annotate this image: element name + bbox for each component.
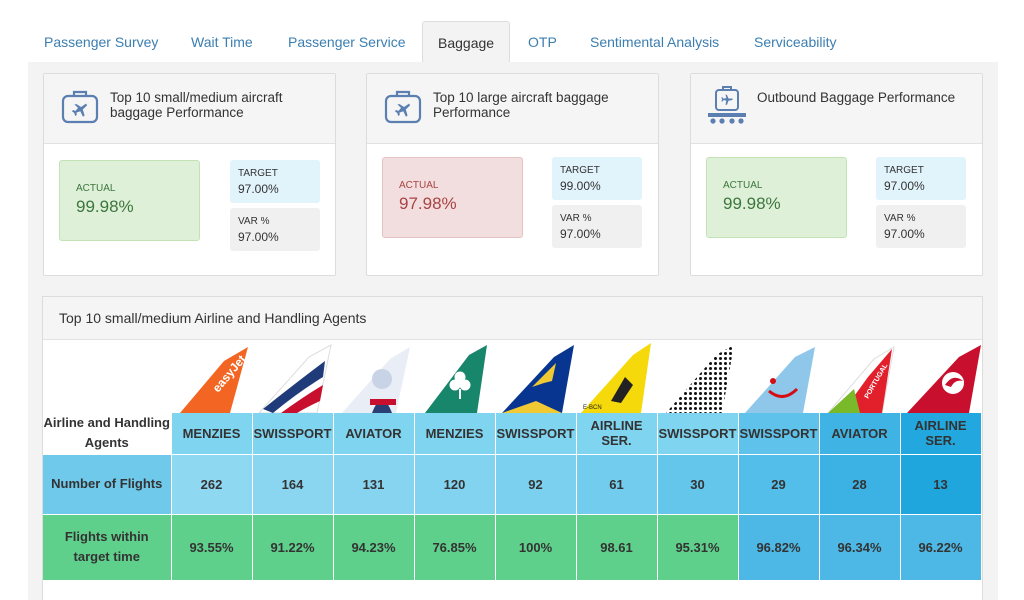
var-box: VAR % 97.00% (552, 205, 642, 248)
airplane-suitcase-icon (61, 90, 99, 124)
var-box: VAR % 97.00% (876, 205, 966, 248)
card-header: Top 10 small/medium aircraft baggage Per… (44, 74, 335, 144)
target-box: TARGET 97.00% (876, 157, 966, 200)
agent-cell: AVIATOR (819, 413, 901, 455)
agent-cell: SWISSPORT (657, 413, 739, 455)
tab-bar: Passenger Survey Wait Time Passenger Ser… (28, 21, 998, 63)
british-airways-tail-logo (258, 344, 332, 413)
actual-label: ACTUAL (399, 180, 439, 191)
target-label: TARGET (884, 165, 924, 176)
within-cell: 93.55% (171, 514, 253, 581)
flights-cell: 28 (819, 454, 901, 515)
kpi-card-large: Top 10 large aircraft baggage Performanc… (366, 73, 659, 276)
tab-passenger-survey[interactable]: Passenger Survey (44, 34, 159, 50)
tab-baggage[interactable]: Baggage (422, 21, 511, 63)
within-cell: 91.22% (252, 514, 334, 581)
card-header: Top 10 large aircraft baggage Performanc… (367, 74, 658, 144)
flights-cell: 164 (252, 454, 334, 515)
row-label-within-target: Flights within target time (43, 514, 172, 581)
within-cell: 76.85% (414, 514, 496, 581)
tab-sentimental-analysis[interactable]: Sentimental Analysis (590, 34, 720, 50)
svg-text:E-BCN: E-BCN (583, 405, 602, 411)
agent-cell: MENZIES (171, 413, 253, 455)
var-value: 97.00% (884, 227, 925, 241)
var-value: 97.00% (560, 227, 601, 241)
flights-cell: 13 (900, 454, 982, 515)
var-label: VAR % (884, 213, 916, 224)
row-label-agents: Airline and Handling Agents (43, 413, 172, 455)
baggage-panel: Top 10 small/medium aircraft baggage Per… (28, 62, 998, 600)
actual-value: 97.98% (399, 194, 457, 213)
easyjet-tail-logo: easyJet (180, 347, 249, 413)
var-label: VAR % (560, 213, 592, 224)
actual-metric: ACTUAL 99.98% (706, 157, 847, 238)
tab-wait-time[interactable]: Wait Time (191, 34, 253, 50)
agent-cell: AIRLINE SER. (576, 413, 658, 455)
tap-portugal-tail-logo: PORTUGAL (827, 346, 895, 413)
card-header: Outbound Baggage Performance (691, 74, 982, 144)
actual-label: ACTUAL (76, 183, 116, 194)
kpi-card-outbound: Outbound Baggage Performance ACTUAL 99.9… (690, 73, 983, 276)
agent-cell: SWISSPORT (495, 413, 577, 455)
flights-cell: 131 (333, 454, 415, 515)
row-label-flights: Number of Flights (43, 454, 172, 515)
flights-cell: 120 (414, 454, 496, 515)
within-cell: 98.61 (576, 514, 658, 581)
flights-row: Number of Flights 262 164 131 120 92 61 … (43, 454, 982, 515)
airline-agents-section: Top 10 small/medium Airline and Handling… (42, 296, 983, 600)
yellow-tail-logo: E-BCN (581, 343, 651, 413)
agent-cell: MENZIES (414, 413, 496, 455)
flights-cell: 30 (657, 454, 739, 515)
dotted-tail-logo (666, 345, 734, 413)
agent-cell: SWISSPORT (738, 413, 820, 455)
within-cell: 96.82% (738, 514, 820, 581)
actual-label: ACTUAL (723, 180, 763, 191)
card-title: Outbound Baggage Performance (757, 90, 956, 105)
flights-cell: 92 (495, 454, 577, 515)
var-box: VAR % 97.00% (230, 208, 320, 251)
target-box: TARGET 99.00% (552, 157, 642, 200)
agent-cell: AVIATOR (333, 413, 415, 455)
card-title: Top 10 small/medium aircraft baggage Per… (110, 90, 283, 120)
section-title: Top 10 small/medium Airline and Handling… (43, 297, 982, 340)
actual-value: 99.98% (76, 197, 134, 216)
within-cell: 96.34% (819, 514, 901, 581)
norwegian-tail-logo (342, 347, 410, 413)
agents-row: Airline and Handling Agents MENZIES SWIS… (43, 413, 982, 455)
within-cell: 95.31% (657, 514, 739, 581)
var-value: 97.00% (238, 230, 279, 244)
agents-table: Airline and Handling Agents MENZIES SWIS… (43, 413, 982, 581)
flights-cell: 262 (171, 454, 253, 515)
actual-metric: ACTUAL 97.98% (382, 157, 523, 238)
actual-metric: ACTUAL 99.98% (59, 160, 200, 241)
agent-cell: AIRLINE SER. (900, 413, 982, 455)
within-cell: 96.22% (900, 514, 982, 581)
flights-cell: 61 (576, 454, 658, 515)
kpi-card-small-medium: Top 10 small/medium aircraft baggage Per… (43, 73, 336, 276)
card-title: Top 10 large aircraft baggage Performanc… (433, 90, 609, 120)
tab-otp[interactable]: OTP (528, 34, 557, 50)
tui-tail-logo (745, 347, 815, 413)
within-cell: 94.23% (333, 514, 415, 581)
within-target-row: Flights within target time 93.55% 91.22%… (43, 514, 982, 581)
target-value: 97.00% (238, 182, 279, 196)
target-value: 99.00% (560, 179, 601, 193)
airplane-suitcase-icon (384, 90, 422, 124)
within-cell: 100% (495, 514, 577, 581)
target-label: TARGET (238, 168, 278, 179)
aer-lingus-tail-logo (425, 345, 487, 413)
airline-tails-row: easyJet (43, 341, 984, 413)
target-value: 97.00% (884, 179, 925, 193)
agent-cell: SWISSPORT (252, 413, 334, 455)
tab-serviceability[interactable]: Serviceability (754, 34, 837, 50)
ryanair-tail-logo (502, 345, 574, 413)
tab-passenger-service[interactable]: Passenger Service (288, 34, 406, 50)
var-label: VAR % (238, 216, 270, 227)
flights-cell: 29 (738, 454, 820, 515)
turkish-airlines-tail-logo (907, 345, 981, 413)
target-label: TARGET (560, 165, 600, 176)
target-box: TARGET 97.00% (230, 160, 320, 203)
actual-value: 99.98% (723, 194, 781, 213)
baggage-conveyor-icon (708, 86, 746, 124)
